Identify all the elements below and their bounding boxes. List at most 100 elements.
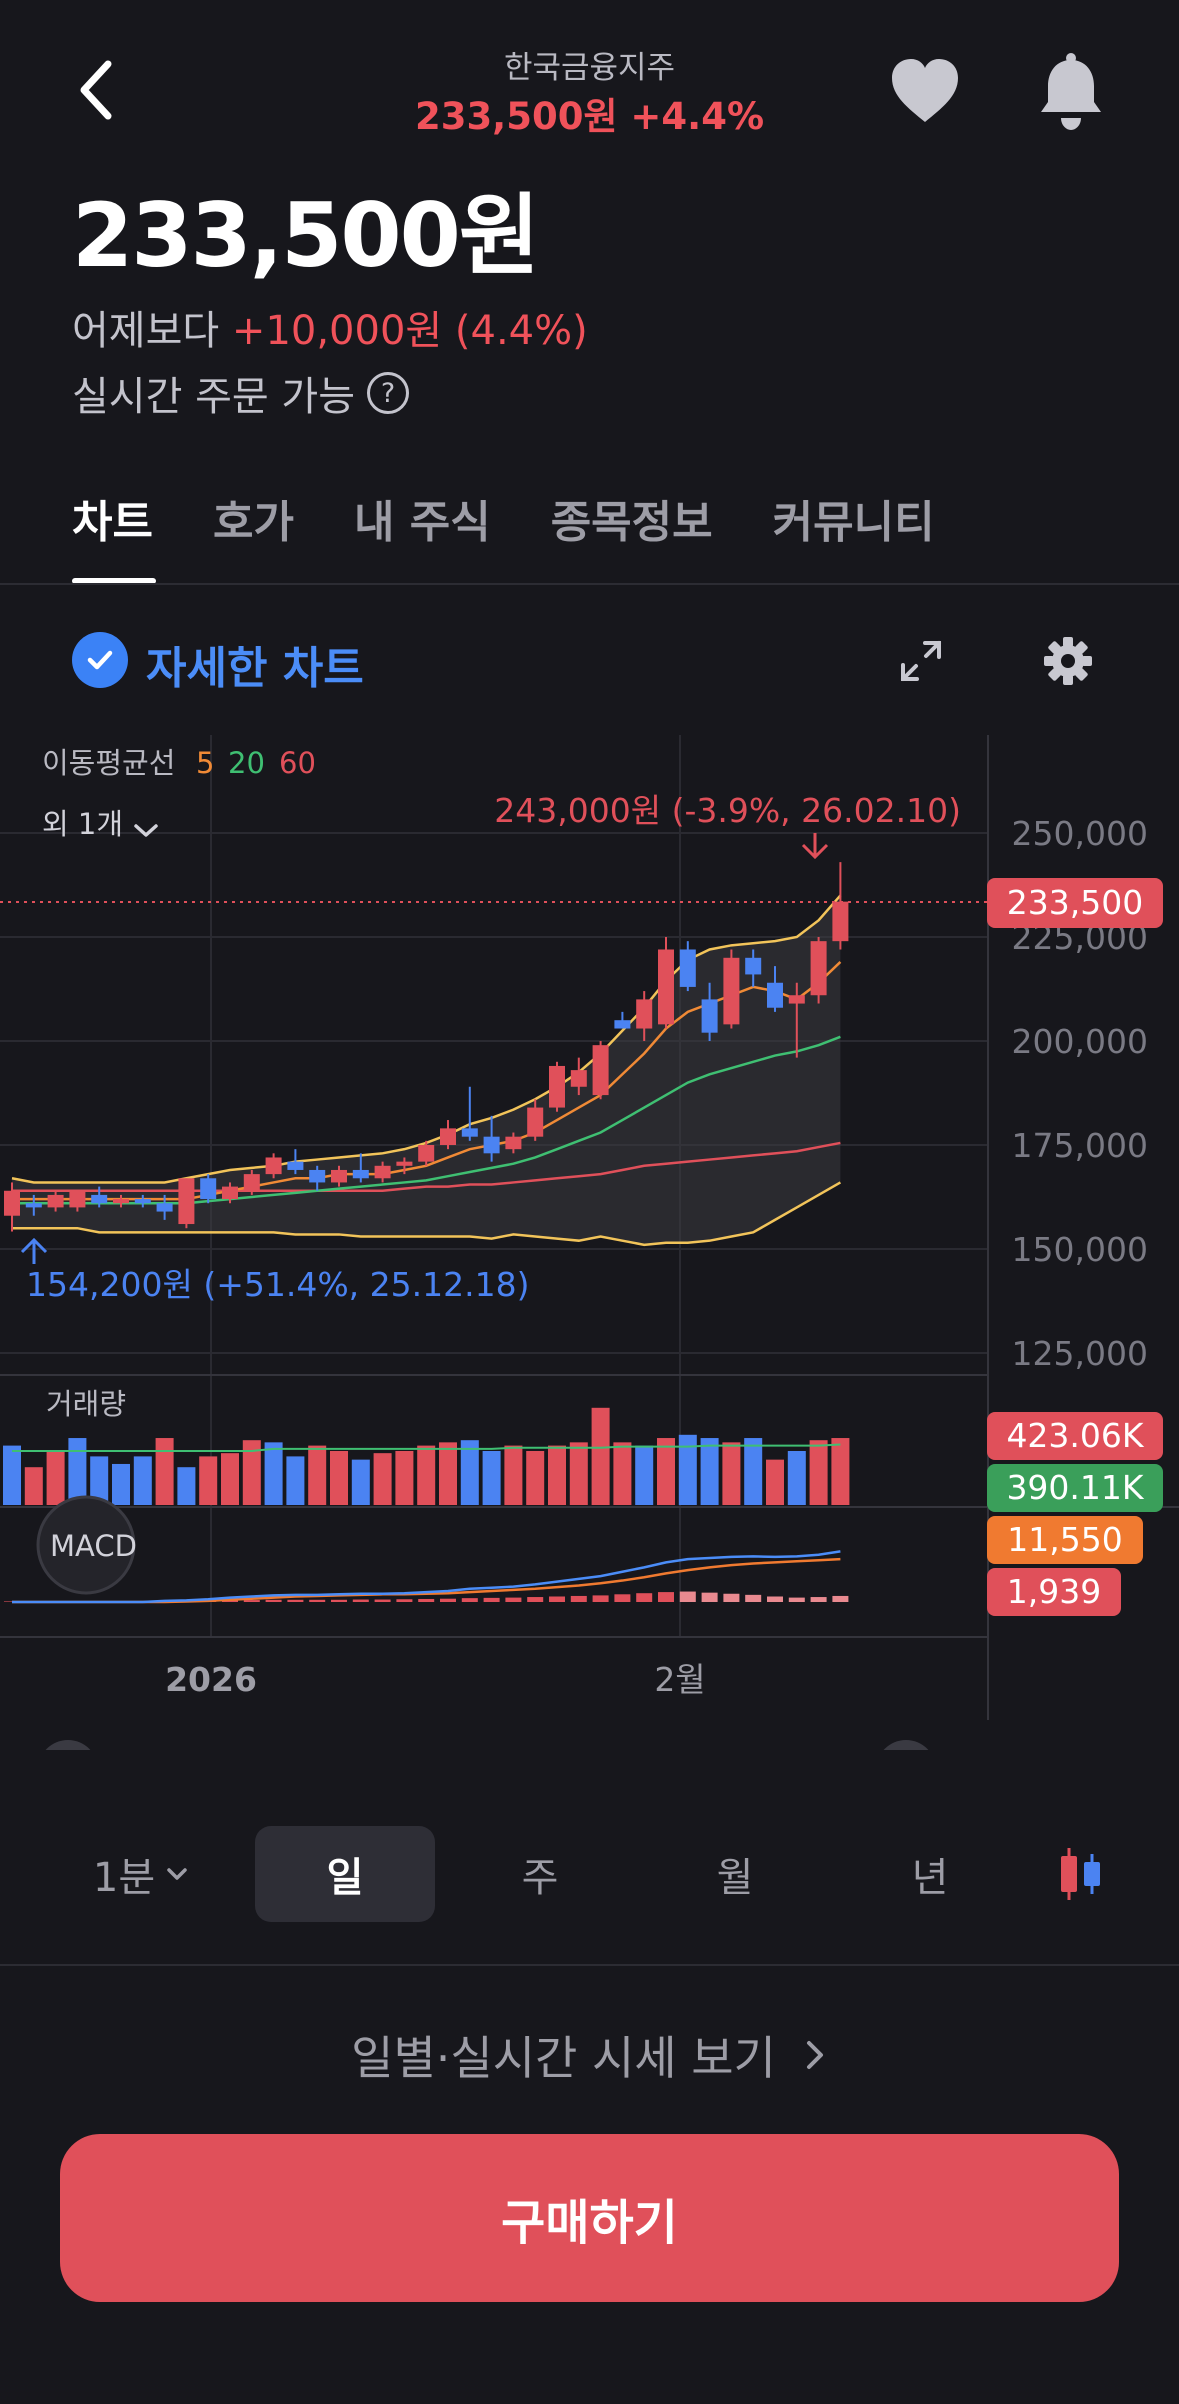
macd-tag-hist-text: 1,939	[1007, 1572, 1101, 1611]
high-arrow-icon	[801, 833, 829, 860]
macd-histogram-bar	[788, 1597, 805, 1602]
header-mini-price: 233,500원 +4.4%	[414, 95, 765, 138]
daily-realtime-label: 일별·실시간 시세 보기	[351, 2031, 776, 2085]
candle-body	[156, 1203, 173, 1212]
gear-icon	[1044, 637, 1092, 685]
back-button[interactable]	[70, 50, 130, 130]
check-icon	[87, 650, 113, 670]
volume-bar	[700, 1438, 719, 1505]
bollinger-band	[11, 894, 842, 1247]
volume-bars	[3, 1407, 850, 1505]
period-month[interactable]: 월	[716, 1855, 754, 1901]
more-indicators-toggle[interactable]: 외 1개	[42, 807, 158, 841]
volume-bar	[133, 1456, 152, 1505]
candle-body	[461, 1128, 478, 1137]
tab-divider	[0, 583, 1179, 585]
expand-chart-button[interactable]	[895, 635, 947, 687]
volume-bar	[112, 1463, 130, 1505]
volume-bar	[90, 1456, 109, 1505]
volume-bar	[678, 1434, 697, 1505]
volume-bar	[613, 1442, 632, 1505]
chart-next-button[interactable]	[876, 1740, 936, 1750]
candle-body	[723, 957, 740, 1025]
volume-tag-ma-text: 390.11K	[1006, 1468, 1144, 1507]
macd-histogram-bar	[679, 1591, 696, 1602]
macd-histogram-bar	[265, 1599, 282, 1602]
band-lower-line	[12, 1181, 842, 1247]
candle-body	[592, 1045, 609, 1096]
chart-settings-button[interactable]	[1042, 635, 1094, 687]
macd-histogram-bar	[810, 1597, 827, 1602]
macd-tag-signal-text: 11,550	[1007, 1520, 1122, 1559]
detail-chart-label[interactable]: 자세한 차트	[146, 643, 364, 694]
volume-bar	[526, 1451, 545, 1505]
volume-bar	[199, 1456, 218, 1505]
detail-chart-checkbox[interactable]	[72, 632, 128, 688]
volume-tag-up: 423.06K	[987, 1412, 1163, 1460]
volume-tag-up-text: 423.06K	[1006, 1416, 1144, 1455]
chevron-down-icon	[167, 1868, 187, 1880]
tab-stock-info[interactable]: 종목정보	[550, 497, 713, 548]
candle-body	[287, 1161, 304, 1170]
period-week[interactable]: 주	[521, 1855, 559, 1901]
candle-body	[767, 982, 783, 1008]
candle-body	[440, 1128, 456, 1145]
volume-bar	[242, 1440, 261, 1505]
ma60-label: 60	[279, 746, 316, 780]
period-day[interactable]: 일	[255, 1826, 435, 1922]
ma60-line	[12, 1141, 841, 1193]
chevron-down-icon	[134, 824, 158, 837]
y-tick-label: 175,000	[1012, 1126, 1148, 1165]
help-icon[interactable]: ?	[367, 372, 410, 414]
macd-histogram-bar	[767, 1596, 783, 1602]
period-year[interactable]: 년	[911, 1855, 949, 1901]
buy-button[interactable]: 구매하기	[60, 2134, 1119, 2302]
volume-bar	[395, 1451, 414, 1505]
macd-histogram-bar	[461, 1598, 478, 1602]
volume-ma-line	[12, 1443, 841, 1452]
candle-body	[200, 1178, 217, 1200]
macd-histogram-bar	[331, 1599, 347, 1602]
more-indicators-label: 외 1개	[42, 807, 123, 841]
candles	[4, 862, 849, 1232]
macd-histogram-bar	[592, 1595, 609, 1602]
section-divider	[0, 1964, 1179, 1966]
tab-my-stock[interactable]: 내 주식	[353, 497, 491, 548]
candle-body	[745, 957, 762, 975]
bell-icon	[1041, 53, 1101, 130]
tab-chart[interactable]: 차트	[72, 497, 153, 548]
volume-bar	[766, 1459, 784, 1505]
candle-body	[47, 1194, 64, 1208]
tab-community[interactable]: 커뮤니티	[772, 497, 935, 548]
macd-histogram-bar	[505, 1597, 522, 1602]
candlestick-icon	[1061, 1848, 1100, 1900]
ma20-label: 20	[228, 746, 265, 780]
compare-label: 어제보다	[72, 308, 220, 354]
volume-bar	[68, 1438, 87, 1505]
macd-histogram-bar	[745, 1594, 762, 1602]
daily-realtime-link[interactable]: 일별·실시간 시세 보기	[0, 2022, 1179, 2088]
candle-body	[614, 1020, 631, 1029]
tab-orderbook[interactable]: 호가	[212, 497, 294, 548]
macd-histogram-bar	[418, 1598, 435, 1602]
realtime-label: 실시간 주문 가능	[72, 374, 356, 420]
chart-prev-button[interactable]	[38, 1740, 98, 1750]
favorite-button[interactable]	[888, 56, 962, 126]
macd-histogram-bar	[527, 1597, 544, 1602]
stock-chart[interactable]: 250,000225,000200,000175,000150,000125,0…	[0, 730, 1179, 1750]
chart-type-button[interactable]	[1040, 1826, 1120, 1922]
low-annotation: 154,200원 (+51.4%, 25.12.18)	[26, 1265, 529, 1304]
high-annotation: 243,000원 (-3.9%, 26.02.10)	[494, 791, 961, 830]
macd-histogram-bar	[614, 1594, 631, 1602]
ma5-label: 5	[196, 746, 214, 780]
volume-bar	[46, 1451, 65, 1505]
volume-bar	[569, 1442, 588, 1505]
candle-body	[113, 1199, 129, 1204]
notification-button[interactable]	[1036, 50, 1106, 132]
macd-histogram-bar	[352, 1599, 369, 1602]
macd-histogram-bar	[570, 1595, 587, 1602]
macd-tag-hist: 1,939	[987, 1568, 1121, 1616]
candle-body	[265, 1157, 282, 1175]
period-minute[interactable]: 1분	[72, 1826, 212, 1922]
low-arrow-icon	[20, 1237, 48, 1264]
